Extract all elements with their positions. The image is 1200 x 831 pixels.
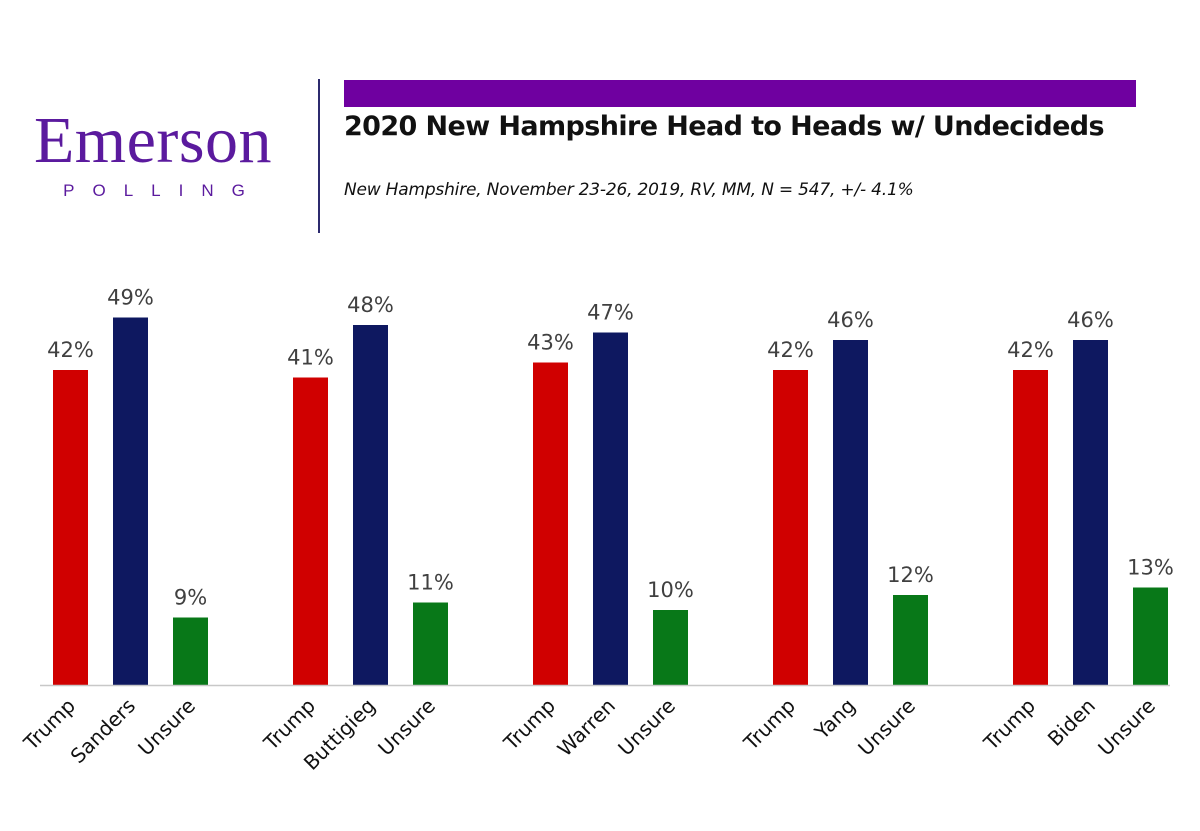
bar-trump	[53, 370, 88, 685]
header-divider	[318, 79, 320, 233]
category-label: Unsure	[613, 694, 680, 761]
bar-yang	[833, 340, 868, 685]
value-label: 42%	[1007, 338, 1054, 362]
value-label: 9%	[174, 586, 207, 610]
value-label: 11%	[407, 571, 454, 595]
value-label: 12%	[887, 563, 934, 587]
chart-subtitle: New Hampshire, November 23-26, 2019, RV,…	[344, 180, 914, 200]
logo-wordmark: Emerson	[33, 104, 273, 177]
value-label: 42%	[767, 338, 814, 362]
category-label: Sanders	[66, 694, 140, 768]
value-label: 46%	[1067, 308, 1114, 332]
category-label: Trump	[978, 694, 1040, 756]
bar-unsure	[413, 602, 448, 685]
value-label: 10%	[647, 578, 694, 602]
category-label: Biden	[1043, 694, 1100, 751]
bar-unsure	[173, 617, 208, 685]
logo-subtitle: POLLING	[63, 181, 263, 200]
value-label: 42%	[47, 338, 94, 362]
bar-trump	[293, 377, 328, 685]
emerson-polling-logo: Emerson POLLING	[0, 105, 306, 201]
category-label: Warren	[553, 694, 620, 761]
value-label: 46%	[827, 308, 874, 332]
value-label: 41%	[287, 346, 334, 370]
chart-title: 2020 New Hampshire Head to Heads w/ Unde…	[344, 111, 1105, 142]
bar-warren	[593, 332, 628, 685]
category-label: Yang	[809, 694, 860, 745]
bar-sanders	[113, 317, 148, 685]
bar-trump	[533, 362, 568, 685]
value-label: 13%	[1127, 556, 1174, 580]
value-label: 48%	[347, 293, 394, 317]
bar-trump	[1013, 370, 1048, 685]
bar-trump	[773, 370, 808, 685]
bar-unsure	[653, 610, 688, 685]
bar-unsure	[893, 595, 928, 685]
category-label: Unsure	[373, 694, 440, 761]
bar-biden	[1073, 340, 1108, 685]
category-label: Unsure	[1093, 694, 1160, 761]
value-label: 43%	[527, 331, 574, 355]
header-accent-bar	[344, 80, 1136, 107]
category-label: Unsure	[133, 694, 200, 761]
value-label: 49%	[107, 286, 154, 310]
value-label: 47%	[587, 301, 634, 325]
category-label: Unsure	[853, 694, 920, 761]
category-label: Trump	[738, 694, 800, 756]
bar-buttigieg	[353, 325, 388, 685]
bar-unsure	[1133, 587, 1168, 685]
category-label: Trump	[498, 694, 560, 756]
